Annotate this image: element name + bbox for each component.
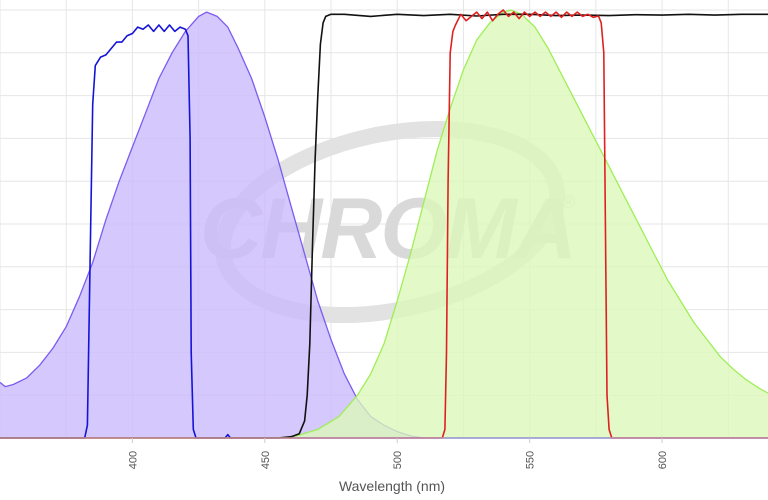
emission-filled-curve <box>278 9 768 439</box>
emission-filter-curve <box>0 9 768 439</box>
x-axis-title: Wavelength (nm) <box>339 478 445 494</box>
x-tick-label: 500 <box>392 451 404 469</box>
x-axis: 400 450 500 550 600 <box>0 437 768 469</box>
emission-filled-area <box>278 10 768 438</box>
dichroic-curve <box>0 13 768 439</box>
x-tick-label: 550 <box>525 451 537 469</box>
excitation-filled-area <box>0 12 424 438</box>
x-tick-label: 450 <box>260 451 272 469</box>
x-tick-label: 600 <box>657 451 669 469</box>
excitation-filter-curve <box>0 24 768 439</box>
series-layer <box>0 9 768 439</box>
excitation-filled-curve <box>0 11 424 439</box>
x-tick-label: 400 <box>127 451 139 469</box>
